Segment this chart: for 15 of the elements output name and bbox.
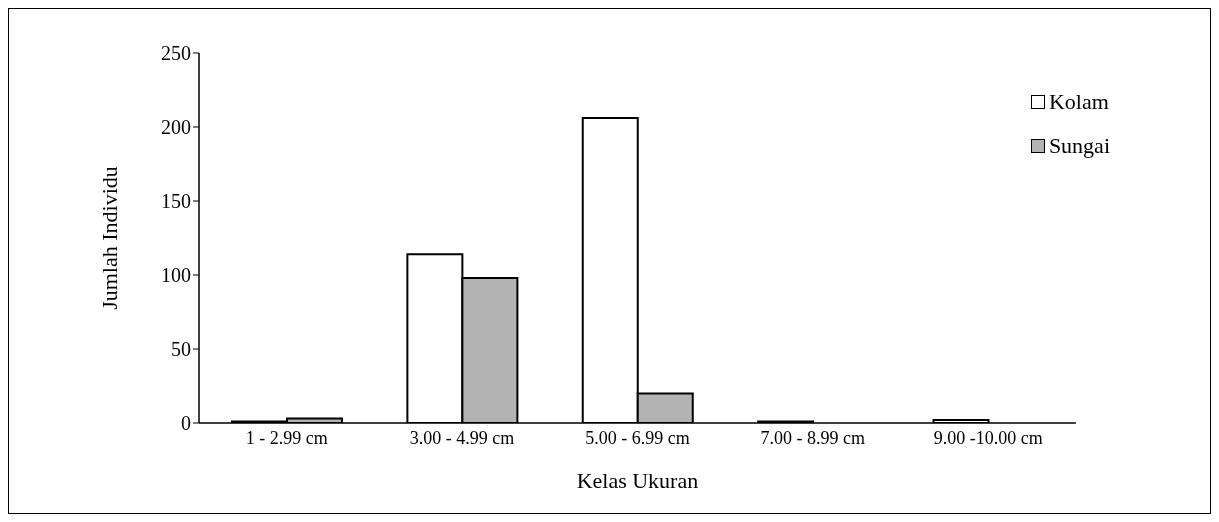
legend-label: Kolam xyxy=(1048,89,1109,115)
x-axis-title: Kelas Ukuran xyxy=(576,468,699,493)
y-tick-label: 200 xyxy=(161,116,191,139)
y-axis-title: Jumlah Individu xyxy=(96,166,122,310)
x-tick-label: 3.00 - 4.99 cm xyxy=(409,427,515,448)
y-tick-label: 150 xyxy=(161,190,191,213)
y-tick-label: 250 xyxy=(161,42,191,65)
y-tick-label: 50 xyxy=(171,338,191,361)
x-tick-label: 5.00 - 6.99 cm xyxy=(585,427,690,448)
x-tick-label: 7.00 - 8.99 cm xyxy=(760,427,866,448)
x-tick-label: 9.00 -10.00 cm xyxy=(933,427,1043,448)
y-tick-label: 0 xyxy=(181,412,191,435)
x-tick-label: 1 - 2.99 cm xyxy=(245,427,328,448)
y-tick-label: 100 xyxy=(161,264,191,287)
legend-label: Sungai xyxy=(1048,133,1110,159)
